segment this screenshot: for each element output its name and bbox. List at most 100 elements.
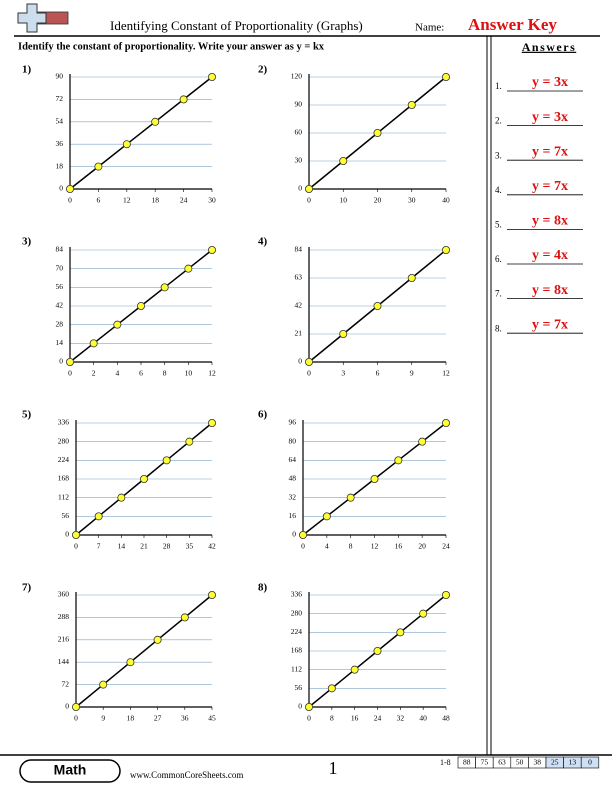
point bbox=[339, 329, 348, 338]
x-tick-label: 24 bbox=[442, 542, 450, 551]
x-tick-label: 4 bbox=[115, 369, 119, 378]
point bbox=[207, 245, 216, 254]
y-tick-label: 36 bbox=[56, 139, 64, 148]
x-tick-label: 10 bbox=[340, 196, 348, 205]
answer: y = 7x bbox=[532, 179, 568, 194]
x-tick-label: 3 bbox=[341, 369, 345, 378]
point bbox=[441, 73, 450, 82]
x-tick-label: 30 bbox=[408, 196, 416, 205]
url: www.CommonCoreSheets.com bbox=[130, 770, 243, 780]
point bbox=[298, 531, 307, 540]
point bbox=[304, 357, 313, 366]
y-tick-label: 336 bbox=[58, 418, 70, 427]
x-tick-label: 7 bbox=[97, 542, 101, 551]
x-tick-label: 28 bbox=[163, 542, 171, 551]
y-tick-label: 64 bbox=[289, 455, 297, 464]
point bbox=[441, 591, 450, 600]
y-tick-label: 21 bbox=[295, 329, 303, 338]
x-tick-label: 27 bbox=[154, 714, 162, 723]
score: 88 bbox=[463, 758, 471, 767]
x-tick-label: 45 bbox=[208, 714, 216, 723]
point bbox=[180, 613, 189, 622]
x-tick-label: 20 bbox=[374, 196, 382, 205]
point bbox=[441, 418, 450, 427]
y-tick-label: 84 bbox=[56, 245, 64, 254]
y-tick-label: 72 bbox=[56, 94, 64, 103]
y-tick-label: 0 bbox=[292, 530, 296, 539]
problem-label: 5) bbox=[22, 409, 32, 421]
problem: 8) 0 56 112 168 224 280 336 0 8 16 24 32 40 48 bbox=[258, 582, 450, 723]
y-tick-label: 96 bbox=[289, 418, 297, 427]
point bbox=[136, 301, 145, 310]
answers-title: Answers bbox=[522, 40, 577, 54]
point bbox=[113, 320, 122, 329]
x-tick-label: 18 bbox=[127, 714, 135, 723]
y-tick-label: 280 bbox=[291, 608, 303, 617]
problem-label: 4) bbox=[258, 236, 268, 248]
instruction: Identify the constant of proportionality… bbox=[18, 41, 325, 52]
answer-number: 6. bbox=[495, 254, 502, 264]
y-tick-label: 288 bbox=[58, 612, 70, 621]
answer-key: Answer Key bbox=[468, 15, 557, 34]
x-tick-label: 10 bbox=[185, 369, 193, 378]
x-tick-label: 12 bbox=[442, 369, 450, 378]
point bbox=[162, 456, 171, 465]
x-tick-label: 0 bbox=[68, 369, 72, 378]
y-tick-label: 0 bbox=[59, 184, 63, 193]
point bbox=[185, 437, 194, 446]
point bbox=[373, 128, 382, 137]
x-tick-label: 0 bbox=[307, 714, 311, 723]
x-tick-label: 35 bbox=[186, 542, 194, 551]
x-tick-label: 2 bbox=[92, 369, 96, 378]
y-tick-label: 42 bbox=[295, 301, 303, 310]
answer: y = 4x bbox=[532, 248, 568, 263]
answer: y = 8x bbox=[532, 283, 568, 298]
y-tick-label: 14 bbox=[56, 338, 64, 347]
x-tick-label: 8 bbox=[163, 369, 167, 378]
point bbox=[322, 512, 331, 521]
y-tick-label: 90 bbox=[56, 72, 64, 81]
problem-label: 3) bbox=[22, 236, 32, 248]
x-tick-label: 12 bbox=[208, 369, 216, 378]
point bbox=[407, 273, 416, 282]
y-tick-label: 56 bbox=[62, 511, 70, 520]
answer: y = 7x bbox=[532, 317, 568, 332]
x-tick-label: 6 bbox=[376, 369, 380, 378]
x-tick-label: 42 bbox=[208, 542, 216, 551]
title: Identifying Constant of Proportionality … bbox=[110, 18, 363, 33]
x-tick-label: 24 bbox=[374, 714, 382, 723]
point bbox=[122, 140, 131, 149]
point bbox=[126, 658, 135, 667]
y-tick-label: 80 bbox=[289, 436, 297, 445]
y-tick-label: 0 bbox=[59, 357, 63, 366]
problem-label: 6) bbox=[258, 409, 268, 421]
x-tick-label: 0 bbox=[301, 542, 305, 551]
score: 0 bbox=[588, 758, 592, 767]
point bbox=[99, 680, 108, 689]
point bbox=[72, 703, 81, 712]
point bbox=[373, 647, 382, 656]
y-tick-label: 112 bbox=[58, 492, 69, 501]
line bbox=[69, 76, 213, 190]
point bbox=[304, 184, 313, 193]
y-tick-label: 144 bbox=[58, 657, 70, 666]
answer: y = 3x bbox=[532, 75, 568, 90]
x-tick-label: 30 bbox=[208, 196, 216, 205]
brand-box bbox=[19, 759, 121, 783]
problem: 2) 0 30 60 90 120 0 10 20 30 40 bbox=[258, 64, 450, 205]
problem-label: 1) bbox=[22, 64, 32, 76]
x-tick-label: 0 bbox=[68, 196, 72, 205]
x-tick-label: 12 bbox=[371, 542, 379, 551]
x-tick-label: 6 bbox=[139, 369, 143, 378]
point bbox=[441, 245, 450, 254]
y-tick-label: 120 bbox=[291, 72, 303, 81]
y-tick-label: 360 bbox=[58, 590, 70, 599]
x-tick-label: 0 bbox=[307, 196, 311, 205]
y-tick-label: 0 bbox=[298, 702, 302, 711]
answer: y = 7x bbox=[532, 144, 568, 159]
problem: 7) 0 72 144 216 288 360 0 9 18 27 36 45 bbox=[22, 582, 216, 723]
brand: Math bbox=[54, 762, 87, 778]
y-tick-label: 216 bbox=[58, 635, 70, 644]
